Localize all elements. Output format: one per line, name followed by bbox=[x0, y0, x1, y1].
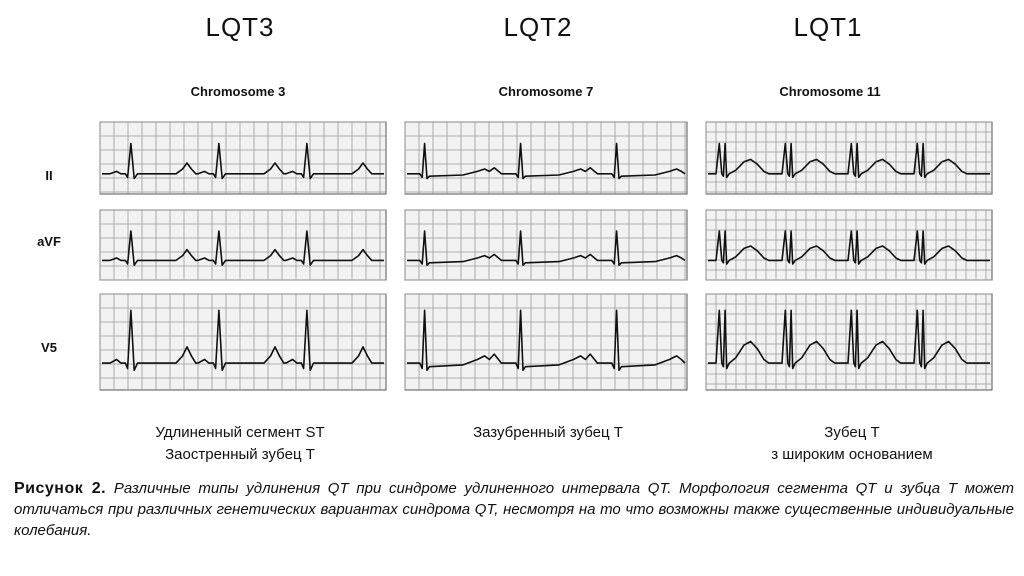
figure-caption-text: Различные типы удлинения QT при синдроме… bbox=[14, 480, 1014, 539]
lqt2-title: LQT2 bbox=[503, 12, 573, 42]
lqt1-title: LQT1 bbox=[793, 12, 863, 42]
lead-label-ii: II bbox=[45, 168, 53, 183]
lqt3-title: LQT3 bbox=[205, 12, 275, 42]
ecg-strip-lqt1-ii bbox=[705, 121, 993, 195]
figure-caption: Рисунок 2. Различные типы удлинения QT п… bbox=[14, 478, 1014, 541]
chromosome-11-label: Chromosome 11 bbox=[779, 84, 881, 99]
lqt1-description-line-2: з широким основанием bbox=[771, 446, 933, 463]
lqt1-description: Зубец T з широким основанием bbox=[702, 422, 1002, 466]
lead-label-avf: aVF bbox=[37, 234, 61, 249]
lqt3-description: Удлиненный сегмент ST Заостренный зубец … bbox=[90, 422, 390, 466]
ecg-strip-lqt2-v5 bbox=[404, 293, 688, 391]
lqt2-description-line-1: Зазубренный зубец T bbox=[473, 424, 623, 441]
lqt1-description-line-1: Зубец T bbox=[824, 424, 880, 441]
lqt3-description-line-2: Заостренный зубец T bbox=[165, 446, 315, 463]
lead-label-v5: V5 bbox=[41, 340, 57, 355]
ecg-strip-lqt3-avf bbox=[99, 209, 387, 281]
ecg-strip-lqt1-v5 bbox=[705, 293, 993, 391]
figure-caption-label: Рисунок 2. bbox=[14, 480, 107, 497]
ecg-strip-lqt3-v5 bbox=[99, 293, 387, 391]
lqt2-description: Зазубренный зубец T bbox=[398, 422, 698, 444]
ecg-strip-lqt2-ii bbox=[404, 121, 688, 195]
ecg-strip-lqt3-ii bbox=[99, 121, 387, 195]
ecg-strip-lqt2-avf bbox=[404, 209, 688, 281]
lqt3-description-line-1: Удлиненный сегмент ST bbox=[155, 424, 325, 441]
ecg-strip-lqt1-avf bbox=[705, 209, 993, 281]
chromosome-7-label: Chromosome 7 bbox=[498, 84, 594, 99]
chromosome-3-label: Chromosome 3 bbox=[190, 84, 286, 99]
ecg-panels bbox=[99, 121, 993, 391]
